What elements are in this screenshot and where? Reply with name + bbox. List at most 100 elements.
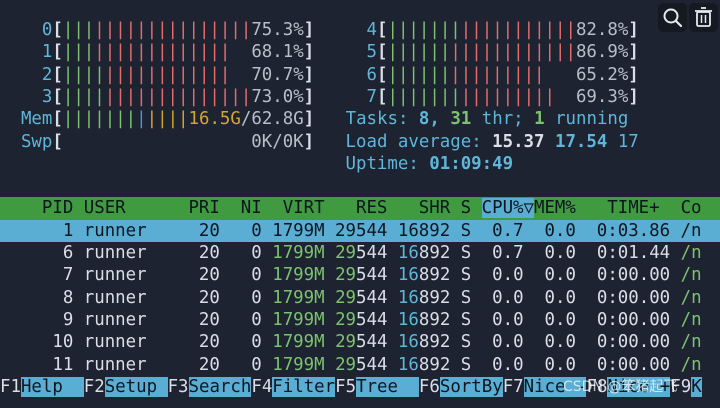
function-label[interactable]: Nice + bbox=[607, 376, 671, 397]
function-label[interactable]: Nice - bbox=[523, 376, 587, 397]
terminal-text: thr; bbox=[471, 109, 535, 130]
terminal-text: 16.5G bbox=[188, 109, 241, 130]
terminal-text: ||||||| bbox=[387, 86, 461, 107]
function-label[interactable]: Search bbox=[188, 376, 252, 397]
terminal-text: 544 bbox=[356, 243, 398, 263]
terminal-text: 1799M bbox=[272, 332, 325, 353]
terminal-text: /n bbox=[680, 265, 702, 286]
function-key[interactable]: F4 bbox=[251, 376, 273, 397]
function-key[interactable]: F9 bbox=[670, 376, 692, 397]
terminal-text: /n bbox=[680, 243, 702, 263]
terminal-text: Tasks: bbox=[314, 109, 419, 130]
terminal-text: running bbox=[544, 109, 629, 130]
terminal-text: 69.3% bbox=[555, 86, 629, 107]
terminal-text: 17 bbox=[607, 131, 639, 152]
column-header: PID USER PRI NI VIRT RES SHR S CPU%▽MEM%… bbox=[0, 197, 720, 220]
terminal-text: CPU%▽ bbox=[481, 198, 534, 219]
function-key[interactable]: F6 bbox=[418, 376, 440, 397]
terminal-text: 1799M bbox=[272, 354, 325, 375]
terminal-line: 0[||||||||||||||||||75.3%] 4[|||||||||||… bbox=[0, 19, 720, 41]
terminal-text: | bbox=[136, 109, 147, 130]
terminal-text: 11 runner 20 0 bbox=[0, 354, 273, 375]
terminal-text: 544 bbox=[356, 265, 398, 286]
terminal-line: Swp[ 0K/0K] Load average: 15.37 17.54 17 bbox=[0, 131, 720, 153]
terminal-text: [ bbox=[52, 42, 63, 63]
delete-button[interactable] bbox=[689, 3, 718, 32]
terminal-text: 16 bbox=[397, 332, 419, 353]
terminal-text bbox=[325, 332, 335, 352]
terminal-text: ] bbox=[303, 131, 315, 152]
terminal-text: 29 bbox=[335, 309, 357, 330]
terminal-text: 1 bbox=[0, 42, 53, 63]
terminal-text: 01:09:49 bbox=[429, 153, 514, 174]
terminal-line: Mem[||||||||||||16.5G/62.8G] Tasks: 8, 3… bbox=[0, 108, 720, 130]
terminal-text: ||||||||| bbox=[460, 86, 556, 107]
function-key[interactable]: F2 bbox=[83, 376, 105, 397]
function-label[interactable]: Tree bbox=[356, 376, 419, 397]
terminal-text: |||||||||||| bbox=[104, 64, 231, 85]
terminal-text: 6 runner 20 0 bbox=[0, 243, 273, 263]
terminal-text: /n bbox=[680, 354, 702, 375]
terminal-text: PID USER PRI NI VIRT RES SHR S bbox=[0, 198, 482, 219]
terminal-text: ||||||||||||||| bbox=[94, 20, 252, 40]
terminal-text bbox=[545, 132, 555, 152]
function-label[interactable]: Filter bbox=[272, 376, 336, 397]
terminal-line: 7 runner 20 0 1799M 29544 16892 S 0.0 0.… bbox=[0, 264, 720, 286]
terminal-text: 16 bbox=[397, 287, 419, 308]
terminal-text: Swp bbox=[0, 131, 53, 152]
terminal-text: [ bbox=[52, 64, 63, 85]
terminal-text: 16 bbox=[397, 309, 419, 330]
terminal-text: 7 runner 20 0 bbox=[0, 265, 273, 286]
terminal-text: [ bbox=[377, 42, 388, 63]
terminal-text: |||||| bbox=[387, 42, 451, 63]
terminal-line: 9 runner 20 0 1799M 29544 16892 S 0.0 0.… bbox=[0, 309, 720, 331]
function-key[interactable]: F8 bbox=[586, 376, 608, 397]
terminal-line: 2[|||||||||||||||| 70.7%] 6[||||||||||||… bbox=[0, 64, 720, 86]
terminal-text: |||||||||||||| bbox=[104, 86, 252, 107]
search-button[interactable] bbox=[658, 3, 687, 32]
terminal-line: 1[|||||||||||||||| 68.1%] 5[||||||||||||… bbox=[0, 41, 720, 63]
function-label[interactable]: Help bbox=[20, 376, 84, 397]
terminal-text: 892 S 0.7 0.0 0:01.44 bbox=[418, 243, 681, 263]
terminal-text: ] bbox=[628, 20, 639, 40]
terminal-text: ] bbox=[303, 86, 315, 107]
terminal-text: 892 S 0.0 0.0 0:00.00 bbox=[418, 287, 681, 308]
terminal-text: 2 bbox=[0, 64, 53, 85]
terminal-text: 1799M bbox=[272, 287, 325, 308]
terminal-text: 892 S 0.0 0.0 0:00.00 bbox=[418, 309, 681, 330]
function-key[interactable]: F7 bbox=[502, 376, 524, 397]
terminal-text: ] bbox=[303, 42, 315, 63]
terminal-text: ||||||||||||| bbox=[94, 42, 231, 63]
function-key[interactable]: F3 bbox=[167, 376, 189, 397]
terminal-text: ||||||||||| bbox=[460, 20, 576, 40]
terminal-text bbox=[325, 355, 335, 375]
terminal-text: 29 bbox=[335, 287, 357, 308]
function-label[interactable]: Setup bbox=[104, 376, 168, 397]
terminal-text: [ bbox=[52, 20, 63, 40]
terminal-line: 10 runner 20 0 1799M 29544 16892 S 0.0 0… bbox=[0, 331, 720, 353]
function-label[interactable]: K bbox=[691, 376, 702, 397]
terminal-text bbox=[325, 288, 335, 308]
terminal-text: 3 bbox=[0, 86, 53, 107]
terminal-text: [ bbox=[377, 86, 388, 107]
terminal-text: ] bbox=[303, 64, 315, 85]
terminal-text: /n bbox=[680, 332, 702, 353]
terminal-text: [ bbox=[52, 109, 63, 130]
function-bar: F1Help F2Setup F3SearchF4FilterF5Tree F6… bbox=[0, 376, 720, 398]
terminal-text: ] bbox=[628, 64, 639, 85]
terminal-text: 544 bbox=[356, 332, 398, 353]
terminal-text: 31 bbox=[450, 109, 472, 130]
terminal-text: 29 bbox=[335, 265, 357, 286]
function-label[interactable]: SortBy bbox=[439, 376, 503, 397]
terminal-text: 1799M bbox=[272, 243, 325, 263]
terminal-text: /62.8G bbox=[240, 109, 304, 130]
function-key[interactable]: F1 bbox=[0, 376, 21, 397]
terminal-text: 75.3% bbox=[251, 20, 304, 40]
terminal-text: 16 bbox=[397, 265, 419, 286]
terminal-text: ||||||| bbox=[62, 109, 137, 130]
terminal-line: 1 runner 20 0 1799M 29544 16892 S 0.7 0.… bbox=[0, 219, 720, 242]
terminal-text: |||| bbox=[62, 64, 105, 85]
terminal-text: 10 runner 20 0 bbox=[0, 332, 273, 353]
function-key[interactable]: F5 bbox=[335, 376, 357, 397]
